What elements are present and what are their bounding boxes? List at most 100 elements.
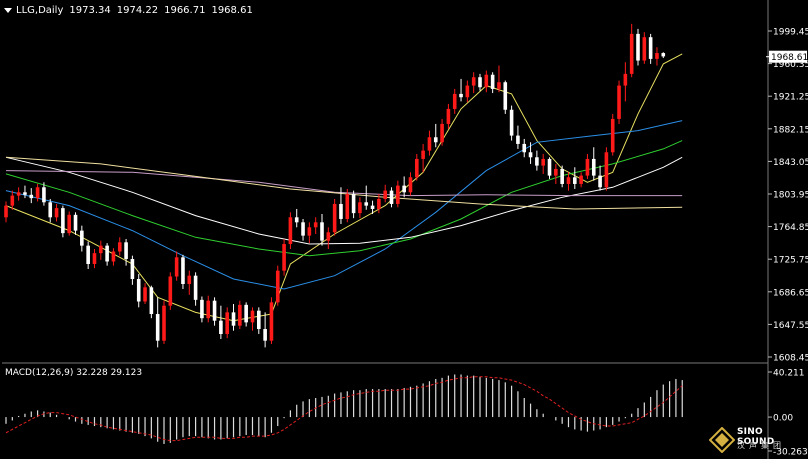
candle-body — [402, 185, 406, 193]
candle-body — [339, 203, 343, 219]
candle-body — [10, 195, 15, 206]
candle-body — [257, 310, 261, 330]
candle-body — [389, 190, 394, 204]
price-tick-label: 1882.15 — [773, 125, 808, 135]
price-tick-label: 1960.35 — [773, 60, 808, 70]
candle-body — [168, 276, 173, 306]
candle-body — [67, 214, 71, 234]
candle-body — [181, 257, 185, 285]
candle-body — [364, 202, 369, 206]
candle-body — [332, 203, 337, 233]
candle-body — [269, 302, 274, 341]
symbol-label: LLG,Daily — [16, 5, 64, 16]
candle-body — [307, 227, 312, 236]
candle-body — [642, 37, 647, 61]
candle-body — [408, 177, 413, 193]
candle-body — [585, 158, 590, 176]
candle-body — [225, 312, 229, 335]
watermark-chinese: 汉声集团 — [737, 441, 785, 450]
candle-body — [528, 152, 533, 158]
candle-body — [86, 245, 90, 264]
candle-body — [29, 194, 34, 199]
candle-body — [244, 304, 248, 323]
candle-body — [187, 275, 192, 285]
low-value: 1966.71 — [164, 5, 206, 16]
candle-body — [535, 157, 539, 166]
candle-body — [282, 243, 286, 271]
macd-tick-label: 0.00 — [773, 414, 793, 424]
candle-body — [629, 33, 634, 74]
moving-average-line — [5, 140, 683, 257]
candle-body — [231, 312, 236, 326]
candle-body — [396, 185, 400, 204]
candle-body — [320, 222, 324, 241]
candle-body — [16, 192, 21, 196]
candle-body — [554, 168, 558, 176]
candle-body — [263, 329, 267, 341]
candle-body — [54, 208, 59, 218]
candle-body — [623, 73, 628, 86]
candle-body — [421, 150, 425, 159]
candle-body — [136, 279, 141, 302]
dropdown-triangle-icon[interactable] — [4, 7, 12, 13]
macd-label: MACD(12,26,9) 32.228 29.123 — [5, 368, 143, 378]
candle-body — [326, 232, 331, 241]
last-price-box — [769, 50, 807, 63]
candle-body — [23, 192, 27, 195]
candle-body — [155, 314, 160, 341]
candle-body — [497, 82, 501, 89]
candle-body — [313, 222, 318, 228]
price-tick-label: 1764.85 — [773, 223, 808, 233]
candle-body — [636, 33, 640, 61]
candle-body — [598, 175, 602, 188]
moving-average-line — [5, 156, 683, 210]
candle-body — [238, 304, 242, 326]
candle-body — [471, 77, 476, 86]
candle-body — [117, 242, 122, 252]
moving-average-line — [5, 156, 683, 245]
price-tick-label: 1843.05 — [773, 158, 808, 168]
price-tick-label: 1725.75 — [773, 256, 808, 266]
candle-body — [301, 222, 305, 236]
candle-body — [219, 320, 223, 335]
candle-body — [415, 158, 419, 178]
candle-body — [591, 158, 596, 176]
candle-body — [604, 152, 609, 188]
candle-body — [48, 202, 53, 218]
candle-body — [61, 208, 65, 234]
high-value: 1974.22 — [116, 5, 159, 16]
candle-body — [383, 190, 387, 199]
candle-body — [648, 37, 653, 59]
moving-average-line — [5, 120, 683, 290]
candle-body — [490, 74, 495, 89]
moving-average-line — [5, 53, 683, 322]
candle-body — [655, 53, 659, 59]
candle-body — [459, 93, 463, 98]
candle-body — [465, 85, 470, 98]
candle-body — [351, 193, 356, 214]
candle-body — [111, 251, 116, 262]
candle-body — [516, 135, 520, 144]
candle-body — [4, 205, 8, 218]
price-tick-label: 1647.55 — [773, 321, 808, 331]
candle-body — [446, 108, 451, 124]
candle-body — [200, 299, 204, 319]
candle-body — [105, 245, 109, 262]
candle-body — [124, 242, 128, 259]
candle-body — [206, 300, 211, 319]
candle-body — [617, 85, 621, 119]
candle-body — [377, 198, 381, 209]
candle-body — [478, 77, 482, 88]
open-value: 1973.34 — [69, 5, 111, 16]
macd-signal-line — [5, 376, 683, 442]
candle-body — [288, 217, 293, 244]
diamond-logo-icon — [709, 427, 735, 453]
macd-tick-label: 40.211 — [773, 369, 805, 379]
candle-body — [440, 123, 444, 143]
candle-body — [212, 300, 217, 321]
candle-body — [427, 137, 432, 151]
price-tick-label: 1608.45 — [773, 354, 808, 364]
candle-body — [143, 287, 147, 302]
candle-body — [452, 93, 457, 109]
